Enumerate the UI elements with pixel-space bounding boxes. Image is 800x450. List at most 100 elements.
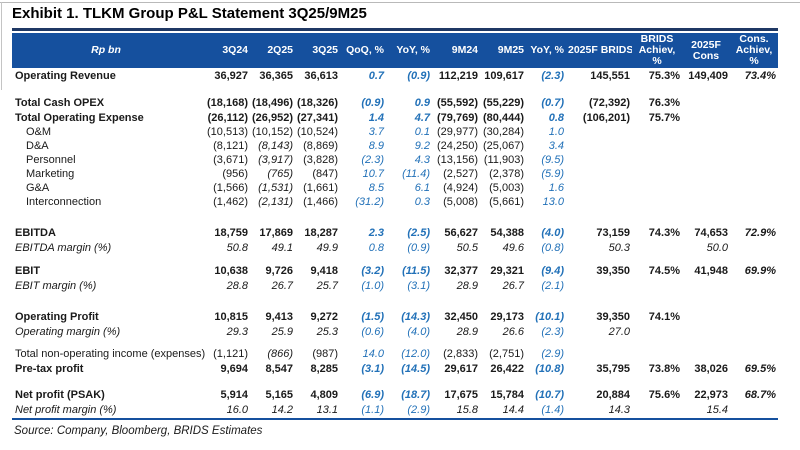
value-cell: 14.3	[608, 404, 630, 416]
value-cell: 8,547	[265, 363, 293, 375]
table-row: Total Operating Expense (26,112) (26,952) (…	[12, 111, 778, 126]
value-cell: 10,815	[214, 311, 248, 323]
value-cell: 14.4	[502, 404, 524, 416]
value-cell: (5.9)	[541, 168, 564, 180]
value-cell	[730, 111, 778, 126]
column-header: 9M25	[480, 33, 526, 68]
table-bottom-rule	[12, 418, 778, 420]
value-cell: 50.0	[706, 242, 728, 254]
value-cell	[632, 154, 682, 168]
value-cell	[730, 241, 778, 256]
spacer-row	[12, 84, 778, 96]
value-cell: (0.9)	[361, 97, 384, 109]
value-cell: 13.1	[316, 404, 338, 416]
value-cell: (31.2)	[355, 196, 384, 208]
column-header: 2025F Cons	[682, 33, 730, 68]
value-cell	[632, 403, 682, 418]
spacer-row	[12, 377, 778, 388]
value-cell: 2.3	[368, 227, 384, 239]
value-cell	[730, 126, 778, 140]
spacer-cell	[12, 340, 778, 347]
column-header: 9M24	[432, 33, 480, 68]
value-cell	[566, 182, 632, 196]
value-cell: 4.7	[414, 112, 430, 124]
value-cell: 0.3	[414, 196, 430, 208]
value-cell: (1,661)	[303, 182, 338, 194]
value-cell: 1.0	[548, 126, 564, 138]
spacer-cell	[12, 256, 778, 264]
value-cell: 26.7	[502, 280, 524, 292]
value-cell: 32,377	[444, 265, 478, 277]
table-row: G&A (1,566) (1,531) (1,661) 8.5 6.1 (4,924) (5,…	[12, 182, 778, 196]
value-cell: (1,462)	[213, 196, 248, 208]
row-label: Net profit margin (%)	[15, 404, 117, 416]
value-cell: (2,751)	[489, 348, 524, 360]
value-cell	[682, 140, 730, 154]
value-cell: 41,948	[694, 265, 728, 277]
value-cell: 15.8	[456, 404, 478, 416]
value-cell: (30,284)	[483, 126, 524, 138]
value-cell: 39,350	[596, 265, 630, 277]
value-cell: 75.3%	[648, 70, 680, 82]
value-cell	[730, 403, 778, 418]
value-cell: (8,121)	[213, 140, 248, 152]
value-cell: (9.4)	[541, 265, 564, 277]
value-cell	[730, 196, 778, 210]
row-label: Net profit (PSAK)	[15, 389, 105, 401]
table-row: D&A (8,121) (8,143) (8,869) 8.9 9.2 (24,250) (2…	[12, 140, 778, 154]
value-cell	[632, 182, 682, 196]
value-cell: (24,250)	[437, 140, 478, 152]
value-cell: 39,350	[596, 311, 630, 323]
table-row: EBITDA margin (%) 50.8 49.1 49.9 0.8 (0.9) 50.…	[12, 241, 778, 256]
pnl-table: Rp bn 3Q24 2Q25 3Q25 QoQ, % YoY, % 9M24 9M25 YoY…	[12, 33, 778, 418]
value-cell: 0.9	[414, 97, 430, 109]
column-header-rpbn: Rp bn	[12, 33, 200, 68]
spacer-cell	[12, 210, 778, 226]
table-row: Net profit margin (%) 16.0 14.2 13.1 (1.1) (2…	[12, 403, 778, 418]
row-label: Operating Revenue	[15, 70, 116, 82]
value-cell	[632, 241, 682, 256]
header-row: Rp bn 3Q24 2Q25 3Q25 QoQ, % YoY, % 9M24 9M25 YoY…	[12, 33, 778, 68]
value-cell: (2.3)	[541, 326, 564, 338]
table-row: Interconnection (1,462) (2,131) (1,466) (31.…	[12, 196, 778, 210]
value-cell	[730, 182, 778, 196]
value-cell: 54,388	[490, 227, 524, 239]
value-cell: 4.3	[414, 154, 430, 166]
value-cell	[632, 140, 682, 154]
value-cell: (847)	[312, 168, 338, 180]
value-cell: (3.1)	[407, 280, 430, 292]
value-cell: 27.0	[608, 326, 630, 338]
value-cell: (2,527)	[443, 168, 478, 180]
value-cell	[682, 96, 730, 111]
spacer-row	[12, 210, 778, 226]
value-cell: (1,121)	[213, 348, 248, 360]
value-cell: (4,924)	[443, 182, 478, 194]
row-label: Marketing	[26, 168, 75, 180]
row-label: Total non-operating income (expenses)	[15, 348, 206, 360]
table-row: Marketing (956) (765) (847) 10.7 (11.4) (2,527…	[12, 168, 778, 182]
value-cell: (8,869)	[303, 140, 338, 152]
row-label: Operating margin (%)	[15, 326, 121, 338]
value-cell: (106,201)	[582, 112, 630, 124]
column-header: Cons. Achiev,%	[730, 33, 778, 68]
value-cell: (14.3)	[401, 311, 430, 323]
value-cell	[632, 126, 682, 140]
row-label: O&M	[26, 126, 52, 138]
value-cell: (10.8)	[535, 363, 564, 375]
page-border-top	[0, 2, 800, 3]
value-cell: 28.8	[226, 280, 248, 292]
value-cell: (4.0)	[407, 326, 430, 338]
value-cell	[682, 325, 730, 340]
value-cell: 8,285	[310, 363, 338, 375]
value-cell: 49.6	[502, 242, 524, 254]
value-cell: 10.7	[362, 168, 384, 180]
value-cell: 0.1	[414, 126, 430, 138]
value-cell: (3,917)	[258, 154, 293, 166]
value-cell: 18,287	[304, 227, 338, 239]
row-label: Total Cash OPEX	[15, 97, 105, 109]
table-row: Pre-tax profit 9,694 8,547 8,285 (3.1) (14.5)…	[12, 362, 778, 377]
value-cell: 15.4	[706, 404, 728, 416]
value-cell: 15,784	[490, 389, 524, 401]
value-cell: (1,566)	[213, 182, 248, 194]
value-cell: 0.8	[548, 112, 564, 124]
